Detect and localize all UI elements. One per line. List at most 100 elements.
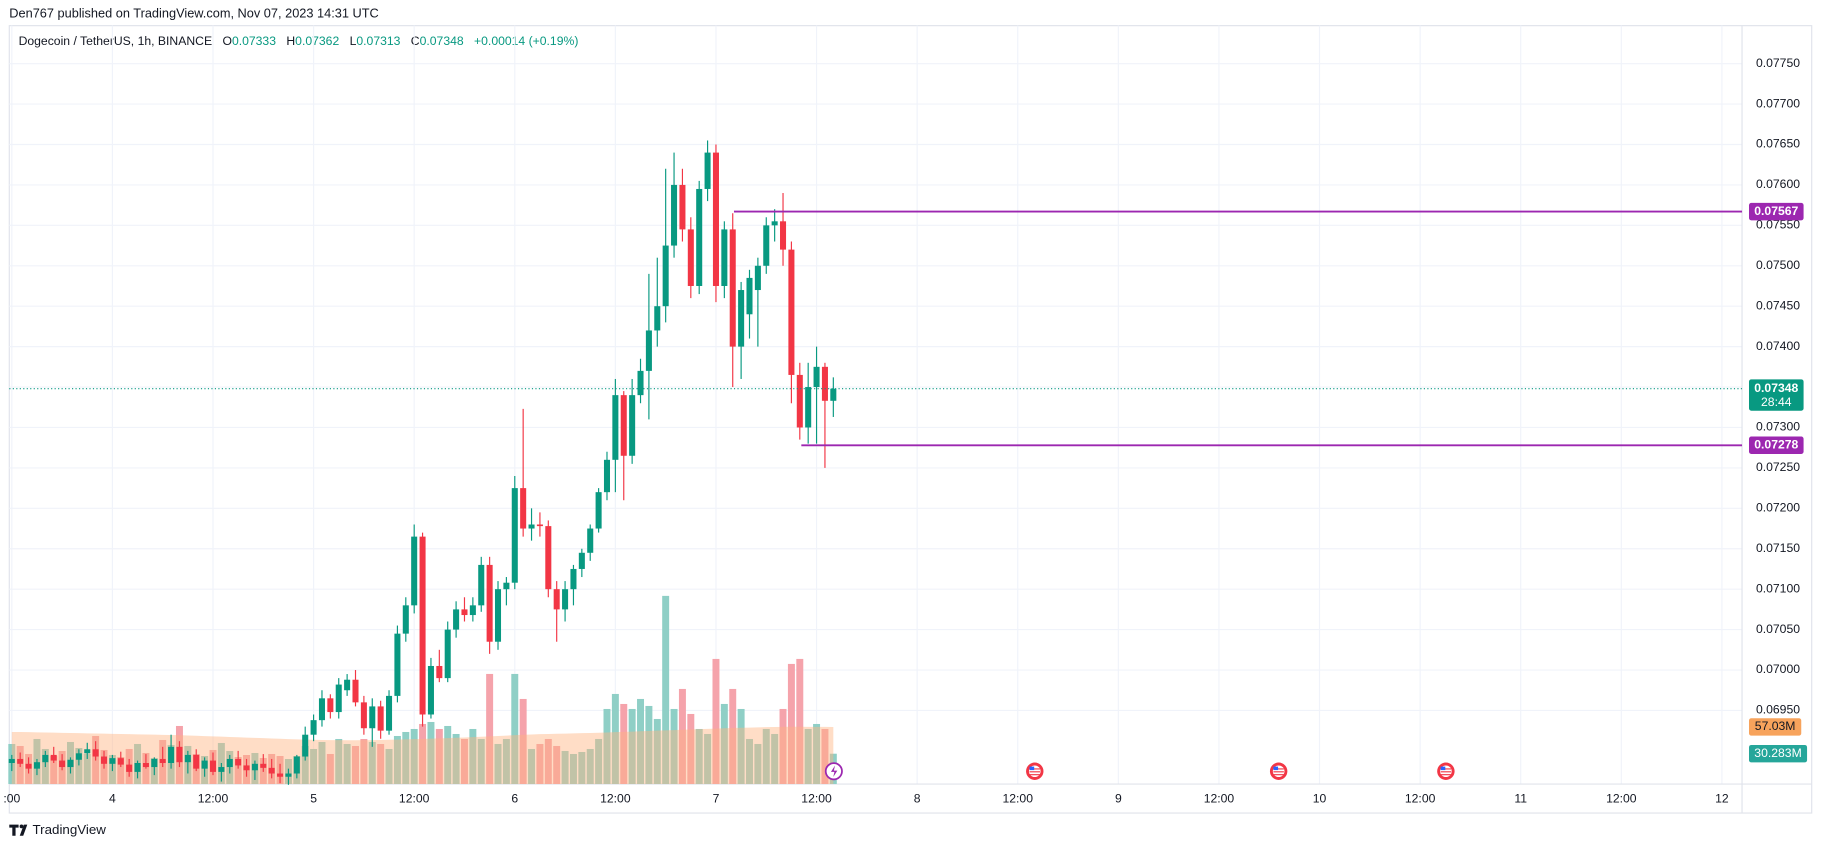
ohlc-value: 0.07333: [232, 34, 276, 48]
candle-body: [17, 758, 24, 764]
level-label-box: [1748, 436, 1804, 454]
volume-bar: [544, 738, 552, 785]
volume-bar: [578, 751, 586, 785]
volume-bar: [360, 738, 368, 785]
volume-bar: [393, 735, 401, 785]
candle-body: [209, 760, 217, 772]
candle-body: [444, 629, 451, 679]
volume-ma-area: [11, 726, 834, 785]
volume-bar: [486, 673, 494, 785]
event-icon[interactable]: [1026, 762, 1044, 780]
volume-label: 30.283M: [1754, 746, 1801, 760]
x-tick-label: 12:00: [1405, 791, 1436, 805]
event-glyph: [830, 765, 838, 778]
volume-bar: [729, 688, 737, 785]
volume-bar: [569, 753, 577, 785]
candle-body: [469, 605, 476, 616]
candle-body: [126, 764, 133, 772]
candle-body: [721, 229, 728, 286]
flag-canton: [1273, 766, 1279, 771]
candle-body: [746, 277, 753, 315]
chart-frame: [8, 25, 1813, 814]
candle-body: [662, 245, 669, 307]
candle-body: [251, 763, 258, 771]
x-tick-label: 12:00: [801, 791, 832, 805]
ohlc-label: H: [286, 34, 295, 48]
y-tick-label: 0.07150: [1756, 541, 1800, 555]
candle-body: [570, 568, 577, 590]
volume-bar: [402, 731, 410, 785]
volume-bar: [335, 738, 343, 785]
ohlc-label: O: [222, 34, 231, 48]
candle-body: [813, 366, 820, 388]
volume-bar: [620, 703, 628, 785]
event-icon[interactable]: [1269, 762, 1288, 780]
volume-bar: [435, 728, 443, 785]
candle-body: [562, 589, 569, 610]
candle-body: [360, 702, 367, 729]
x-tick-label: 12:00: [1204, 791, 1235, 805]
level-label-box: [1748, 202, 1804, 221]
candle-body: [595, 492, 602, 529]
candle-body: [327, 698, 334, 713]
volume-bar: [678, 688, 686, 785]
y-tick-label: 0.07200: [1756, 501, 1800, 515]
candle-body: [109, 758, 116, 764]
volume-bar: [385, 748, 393, 785]
volume-bar: [603, 708, 611, 785]
candle-body: [92, 749, 99, 757]
volume-bar: [301, 745, 309, 785]
volume-bar: [813, 723, 821, 785]
x-tick-label: :00: [3, 791, 20, 805]
candle-body: [42, 754, 49, 763]
candle-body: [159, 758, 166, 763]
candle-body: [696, 188, 703, 286]
brand-logo: TradingView: [9, 822, 106, 837]
candle-body: [151, 758, 158, 768]
volume-bar: [452, 733, 460, 785]
volume-bar: [586, 748, 594, 785]
candle-body: [511, 488, 518, 583]
event-icon[interactable]: [1437, 762, 1455, 780]
y-tick-label: 0.07700: [1756, 96, 1800, 110]
candle-body: [243, 765, 250, 771]
candle-body: [50, 754, 57, 761]
candle-body: [134, 762, 141, 772]
x-tick-label: 8: [914, 791, 921, 805]
volume-bar: [821, 728, 829, 785]
candle-body: [486, 564, 493, 642]
candle-body: [821, 366, 828, 401]
candle-body: [771, 221, 778, 226]
volume-bar: [737, 708, 745, 785]
candle-body: [805, 387, 812, 428]
flag-canton: [1029, 766, 1035, 771]
candle-body: [33, 762, 40, 769]
volume-bar: [712, 658, 720, 785]
legend-line: Dogecoin / TetherUS, 1h, BINANCE O0.0733…: [19, 34, 579, 48]
candle-body: [738, 290, 745, 347]
volume-bar: [653, 718, 661, 785]
volume-bar: [637, 698, 645, 785]
candle-body: [503, 582, 510, 590]
volume-bar: [75, 747, 83, 785]
x-tick-label: 12: [1715, 791, 1729, 805]
level-label: 0.07278: [1754, 437, 1798, 451]
volume-bar: [343, 743, 351, 785]
candle-body: [520, 488, 527, 529]
volume-bar: [502, 738, 510, 785]
volume-bar: [469, 728, 477, 785]
candle-body: [453, 609, 460, 630]
candle-body: [796, 374, 803, 428]
volume-bar: [670, 708, 678, 785]
volume-bar: [477, 738, 485, 785]
volume-bar: [419, 723, 427, 785]
volume-bar: [511, 673, 519, 785]
volume-bar: [519, 698, 527, 785]
volume-bar: [410, 728, 418, 785]
volume-bar: [310, 748, 318, 785]
volume-bar: [804, 728, 812, 785]
ohlc-value: 0.07313: [356, 34, 400, 48]
candle-body: [260, 763, 267, 768]
volume-bar: [746, 738, 753, 785]
volume-bar: [787, 663, 795, 785]
